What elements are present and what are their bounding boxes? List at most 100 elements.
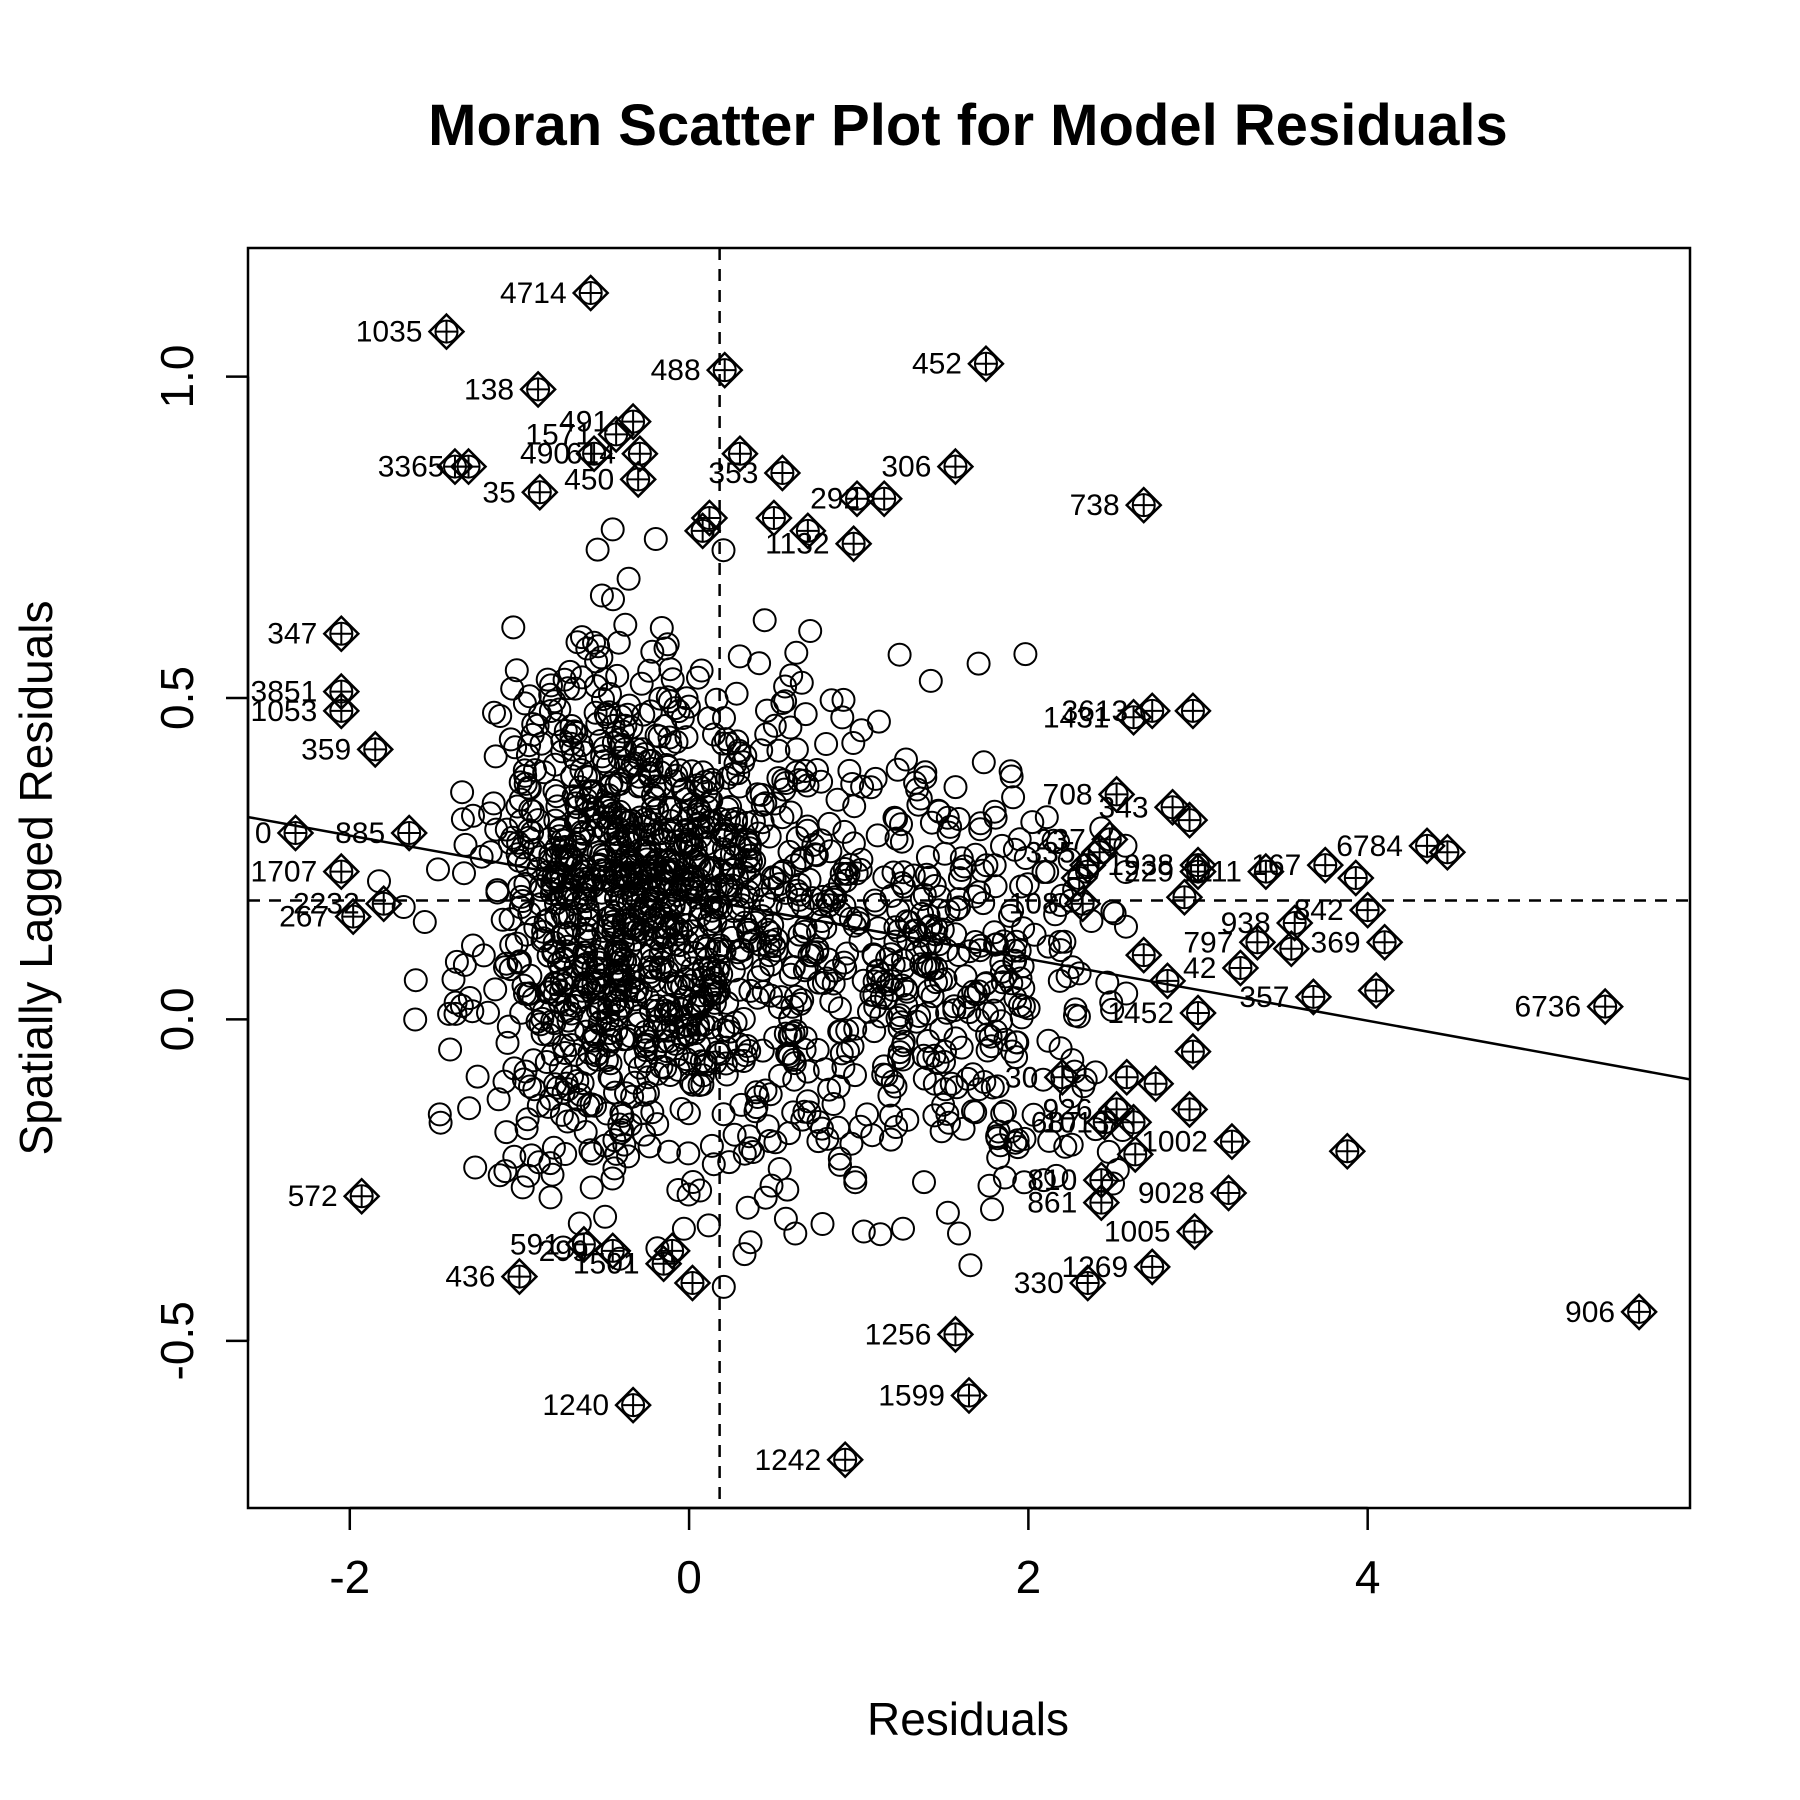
residual-point xyxy=(781,955,806,980)
influential-point xyxy=(1294,978,1333,1016)
residual-point xyxy=(782,853,807,878)
residual-point xyxy=(724,810,748,835)
point-label: 3851 xyxy=(251,676,318,709)
residual-point xyxy=(632,1082,657,1107)
residual-point xyxy=(597,1064,622,1089)
residual-point xyxy=(790,1107,815,1132)
residual-point xyxy=(848,1114,873,1139)
residual-point xyxy=(885,1006,910,1030)
residual-point xyxy=(931,1092,956,1117)
residual-point xyxy=(672,777,697,802)
influential-point xyxy=(950,1376,988,1415)
residual-point xyxy=(795,1089,820,1114)
residual-point xyxy=(968,811,993,836)
residual-point xyxy=(574,924,599,949)
point-label: 1005 xyxy=(1104,1216,1171,1249)
residual-point xyxy=(733,1043,758,1068)
point-label: 2232 xyxy=(293,888,360,921)
residual-point xyxy=(813,1057,837,1082)
residual-point xyxy=(1005,1128,1030,1153)
residual-point xyxy=(572,921,597,946)
point-label: 0 xyxy=(255,817,272,850)
residual-point xyxy=(868,1222,893,1247)
residual-point xyxy=(600,517,625,542)
residual-point xyxy=(741,1140,765,1164)
residual-point xyxy=(770,805,795,830)
residual-point xyxy=(865,823,890,848)
residual-point xyxy=(478,801,503,826)
residual-point xyxy=(773,1206,798,1231)
residual-point xyxy=(658,797,683,822)
point-label: 229 xyxy=(1124,856,1174,889)
residual-point xyxy=(1005,1135,1030,1160)
point-label: 614 xyxy=(566,438,616,471)
residual-point xyxy=(750,792,775,817)
residual-point xyxy=(563,676,588,701)
residual-point xyxy=(660,667,685,692)
point-label: 237 xyxy=(1036,823,1086,856)
influential-point xyxy=(436,447,474,486)
residual-point xyxy=(1036,934,1061,959)
residual-point xyxy=(722,1122,747,1147)
residual-point xyxy=(706,979,731,1004)
residual-point xyxy=(536,867,561,892)
residual-point xyxy=(675,1013,700,1038)
influential-point xyxy=(1063,884,1102,923)
residual-point xyxy=(623,1044,648,1069)
residual-point xyxy=(733,743,758,768)
residual-point xyxy=(711,731,736,756)
residual-point xyxy=(862,1019,887,1044)
residual-point xyxy=(841,831,866,856)
residual-point xyxy=(1020,810,1045,835)
residual-point xyxy=(543,752,567,777)
residual-point xyxy=(797,1100,822,1125)
point-label: 687 xyxy=(1031,1106,1081,1139)
residual-point xyxy=(775,1177,800,1202)
residual-point xyxy=(676,1101,701,1126)
residual-point xyxy=(669,919,694,944)
point-label: 1035 xyxy=(356,316,423,349)
influential-point xyxy=(1170,1090,1209,1129)
residual-point xyxy=(526,1150,551,1175)
residual-point xyxy=(830,705,855,730)
residual-point xyxy=(794,955,819,980)
residual-point xyxy=(633,896,658,921)
residual-point xyxy=(982,920,1007,945)
y-tick-label: 1.0 xyxy=(151,345,203,409)
residual-point xyxy=(836,861,861,886)
influential-point xyxy=(1133,692,1171,730)
residual-point xyxy=(575,916,600,941)
residual-point xyxy=(596,753,620,778)
residual-point xyxy=(497,830,522,855)
residual-point xyxy=(946,943,971,967)
residual-point xyxy=(490,907,515,932)
residual-point xyxy=(657,1139,681,1164)
residual-point xyxy=(658,896,683,921)
residual-point xyxy=(618,808,643,833)
influential-point xyxy=(967,344,1005,383)
residual-point xyxy=(583,700,608,725)
residual-point xyxy=(553,1142,578,1166)
influential-point xyxy=(673,1264,712,1302)
residual-point xyxy=(785,825,810,850)
residual-point xyxy=(676,1141,701,1166)
residual-point xyxy=(833,956,858,981)
residual-point xyxy=(646,847,670,872)
influential-point xyxy=(1238,923,1277,962)
residual-point xyxy=(701,1152,726,1177)
residual-point xyxy=(757,824,782,849)
residual-point xyxy=(753,1078,778,1103)
residual-point xyxy=(579,780,603,805)
influential-point xyxy=(322,614,361,653)
residual-point xyxy=(933,1039,957,1064)
residual-point xyxy=(827,1146,852,1171)
point-label: 1501 xyxy=(573,1248,640,1281)
residual-point xyxy=(592,805,616,830)
residual-point xyxy=(556,1008,581,1033)
influential-point xyxy=(619,460,657,499)
point-label: 490 xyxy=(520,438,570,471)
residual-point xyxy=(891,860,916,885)
residual-point xyxy=(579,1175,604,1200)
residual-point xyxy=(551,946,576,971)
residual-point xyxy=(742,928,766,953)
